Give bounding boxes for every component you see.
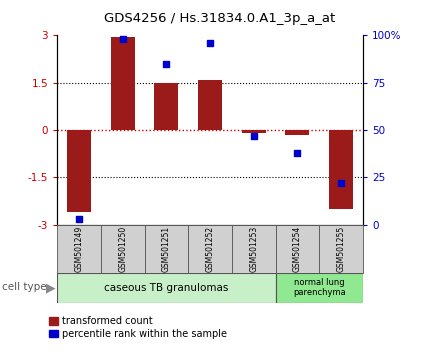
Bar — [329, 130, 353, 209]
Point — [163, 61, 170, 67]
Point — [337, 180, 345, 186]
Text: GSM501255: GSM501255 — [337, 225, 346, 272]
Point — [119, 36, 126, 42]
Bar — [67, 130, 91, 212]
FancyBboxPatch shape — [57, 225, 101, 273]
Text: GSM501251: GSM501251 — [162, 225, 171, 272]
Text: cell type: cell type — [2, 282, 47, 292]
FancyBboxPatch shape — [319, 225, 363, 273]
Bar — [242, 130, 266, 133]
Bar — [111, 37, 135, 130]
Point — [76, 216, 83, 222]
FancyBboxPatch shape — [101, 225, 145, 273]
Bar — [154, 83, 179, 130]
Text: ▶: ▶ — [46, 281, 55, 294]
Text: normal lung
parenchyma: normal lung parenchyma — [293, 278, 346, 297]
Text: GDS4256 / Hs.31834.0.A1_3p_a_at: GDS4256 / Hs.31834.0.A1_3p_a_at — [104, 12, 336, 25]
FancyBboxPatch shape — [232, 225, 275, 273]
Text: GSM501253: GSM501253 — [249, 225, 258, 272]
Bar — [286, 130, 309, 135]
Point — [250, 133, 257, 139]
Text: GSM501252: GSM501252 — [205, 225, 215, 272]
FancyBboxPatch shape — [275, 225, 319, 273]
FancyBboxPatch shape — [188, 225, 232, 273]
FancyBboxPatch shape — [57, 273, 275, 303]
FancyBboxPatch shape — [145, 225, 188, 273]
Text: GSM501250: GSM501250 — [118, 225, 127, 272]
FancyBboxPatch shape — [275, 273, 363, 303]
Point — [207, 40, 214, 46]
Legend: transformed count, percentile rank within the sample: transformed count, percentile rank withi… — [49, 316, 227, 339]
Text: GSM501254: GSM501254 — [293, 225, 302, 272]
Bar — [198, 80, 222, 130]
Text: GSM501249: GSM501249 — [74, 225, 84, 272]
Point — [294, 150, 301, 156]
Text: caseous TB granulomas: caseous TB granulomas — [104, 282, 229, 293]
